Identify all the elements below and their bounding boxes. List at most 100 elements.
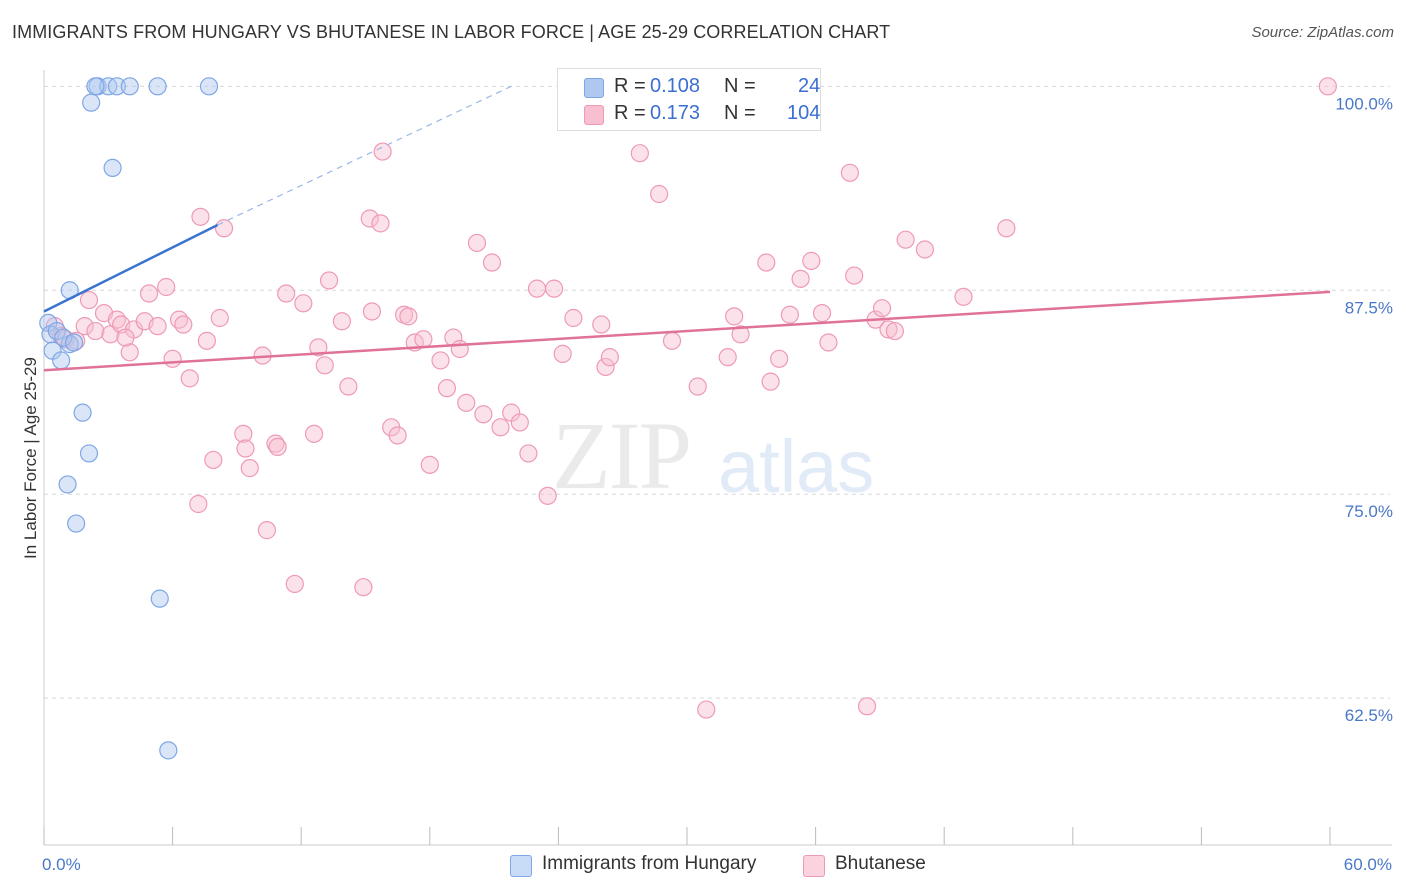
gridlines [44, 85, 1390, 699]
bhutanese-point [840, 163, 859, 182]
bhutanese-point [1318, 77, 1337, 96]
bhutanese-point [266, 434, 285, 453]
hungary-point [58, 475, 77, 494]
bhutanese-point [189, 494, 208, 514]
y-axis-label: In Labor Force | Age 25-29 [21, 357, 40, 559]
legend-n-value: 24 [798, 75, 821, 97]
hungary-point [82, 93, 101, 112]
bhutanese-point [268, 437, 287, 456]
bhutanese-point [757, 253, 776, 272]
data-points [39, 77, 1337, 760]
y-tick-label: 62.5% [1345, 706, 1393, 725]
bhutanese-point [819, 333, 838, 352]
hungary-point [86, 77, 105, 96]
hungary-point [150, 589, 169, 608]
y-tick-label: 75.0% [1345, 502, 1393, 521]
hungary-point [73, 403, 92, 422]
bhutanese-point [371, 214, 390, 233]
chart-title: IMMIGRANTS FROM HUNGARY VS BHUTANESE IN … [12, 22, 891, 42]
bhutanese-point [553, 344, 572, 363]
y-tick-label: 100.0% [1335, 94, 1393, 113]
bhutanese-point [191, 207, 210, 226]
bhutanese-point [564, 308, 583, 328]
x-tick-label: 0.0% [42, 855, 81, 874]
bhutanese-point [204, 450, 223, 470]
bhutanese-point [210, 308, 229, 328]
tick-labels: 100.0% 87.5% 75.0% 62.5% 0.0% 60.0% [42, 94, 1393, 874]
bhutanese-point [180, 369, 199, 388]
bhutanese-point [362, 302, 382, 321]
bhutanese-point [770, 349, 789, 368]
bhutanese-point [718, 348, 737, 367]
bhutanese-point [630, 144, 649, 163]
trend-lines [43, 85, 1331, 372]
bhutanese-point [474, 405, 493, 424]
bhutanese-point [812, 304, 832, 323]
legend-r-value: 0.108 [650, 75, 701, 97]
bhutanese-point [234, 424, 253, 443]
bhutanese-point [780, 305, 799, 324]
bhutanese-point [538, 486, 557, 505]
hungary-point [67, 514, 86, 533]
bhutanese-point [354, 578, 373, 597]
bhutanese-point [236, 439, 255, 458]
watermark-zip: ZIP [552, 402, 692, 509]
bhutanese-point [527, 279, 547, 298]
bhutanese-point [309, 338, 328, 357]
legend-r-value: 0.173 [650, 102, 701, 124]
bhutanese-point [697, 700, 716, 719]
bhutanese-point [148, 317, 167, 336]
bottom-legend-label-bhutanese: Bhutanese [835, 853, 926, 874]
hungary-trend-extension [217, 85, 512, 226]
bhutanese-point [482, 253, 502, 272]
bhutanese-point [399, 307, 418, 326]
bhutanese-point [857, 697, 877, 716]
bhutanese-point [431, 351, 450, 370]
bhutanese-point [79, 290, 99, 310]
legend-swatch-bhutanese [584, 105, 604, 125]
bhutanese-point [437, 379, 457, 398]
bhutanese-point [688, 377, 707, 396]
legend-n-label: N = [724, 75, 756, 97]
source-credit: Source: ZipAtlas.com [1251, 24, 1394, 41]
bhutanese-point [650, 184, 669, 204]
bhutanese-point [997, 219, 1016, 238]
bhutanese-point [879, 320, 898, 339]
bhutanese-point [467, 233, 487, 253]
bhutanese-point [339, 377, 358, 396]
legend-n-value: 104 [787, 102, 821, 124]
hungary-trend-line [43, 223, 219, 313]
bhutanese-point [373, 142, 392, 161]
legend-row-bhutanese: R = 0.173 N = 104 [558, 99, 820, 127]
bhutanese-point [545, 279, 564, 298]
bhutanese-point [163, 349, 182, 368]
bhutanese-point [240, 459, 259, 478]
bhutanese-point [592, 315, 611, 334]
bhutanese-point [896, 230, 915, 249]
bhutanese-point [414, 330, 433, 349]
bhutanese-point [725, 307, 744, 326]
bhutanese-point [761, 372, 780, 391]
bottom-legend-swatch-bhutanese [803, 855, 825, 877]
bottom-legend-label-hungary: Immigrants from Hungary [542, 853, 757, 874]
y-tick-label: 87.5% [1345, 298, 1393, 317]
hungary-point [107, 77, 126, 96]
bhutanese-point [845, 266, 864, 285]
bhutanese-point [420, 455, 439, 474]
hungary-point [120, 77, 139, 96]
bhutanese-trend-line [43, 290, 1331, 372]
bhutanese-point [388, 426, 407, 445]
bhutanese-point [802, 251, 821, 270]
hungary-point [103, 158, 122, 177]
bhutanese-point [519, 444, 538, 463]
bhutanese-point [214, 219, 234, 238]
hungary-point [159, 741, 178, 760]
bhutanese-point [491, 418, 510, 437]
bhutanese-point [915, 240, 935, 259]
bhutanese-point [139, 284, 159, 303]
hungary-point [47, 321, 66, 341]
bhutanese-point [360, 209, 379, 228]
hungary-point [148, 77, 167, 96]
bhutanese-point [257, 521, 277, 540]
